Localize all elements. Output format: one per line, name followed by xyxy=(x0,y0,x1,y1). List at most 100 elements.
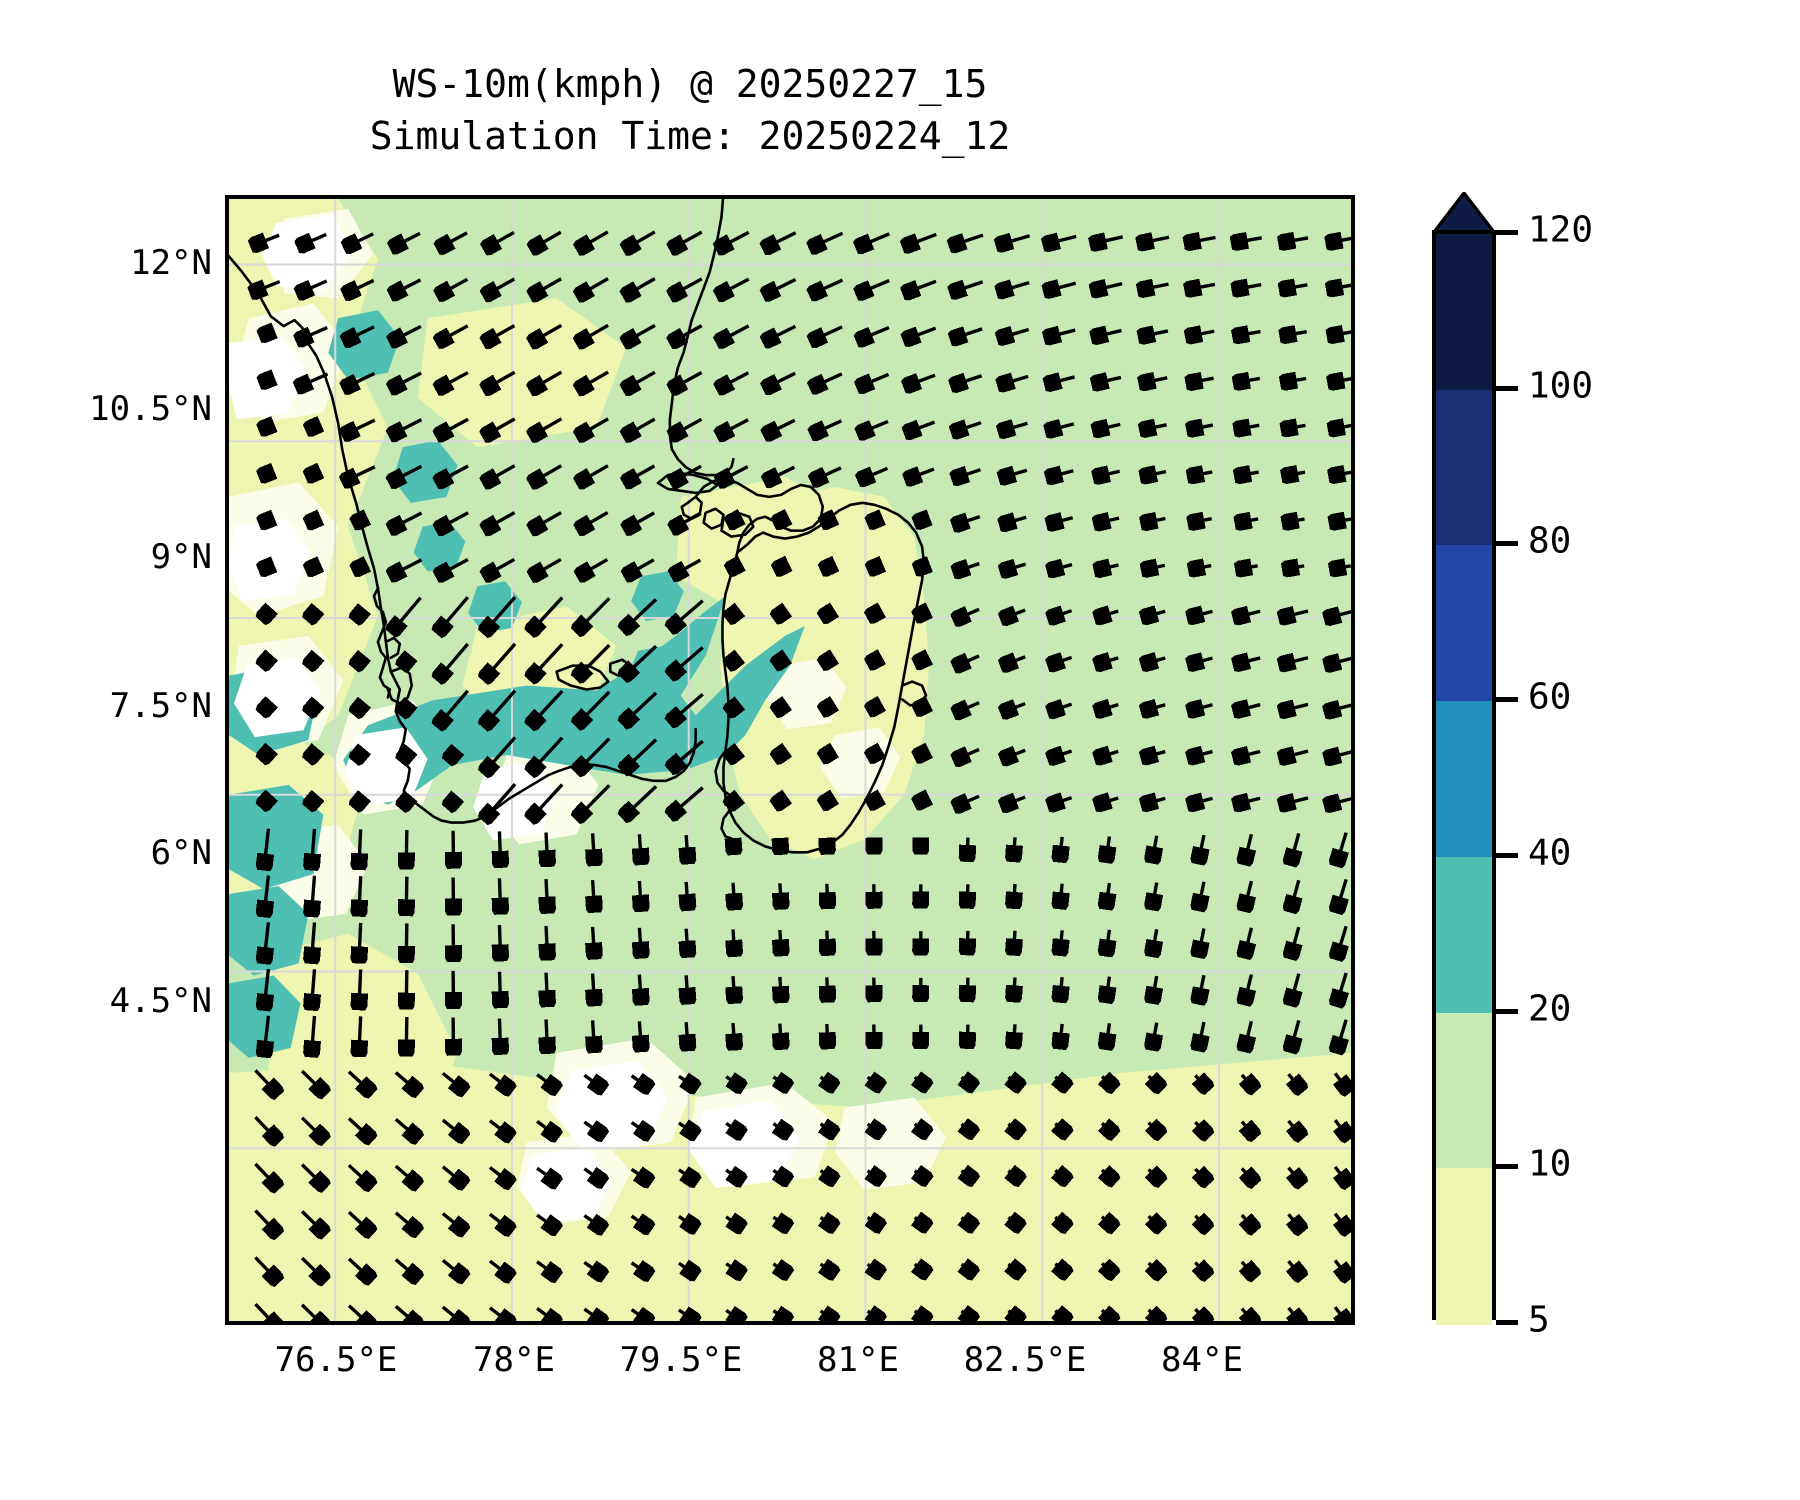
ytick-label-75n: 7.5°N xyxy=(109,686,212,726)
wind-arrow xyxy=(1285,472,1306,476)
wind-arrow xyxy=(254,1069,277,1093)
wind-arrow xyxy=(1190,611,1213,617)
wind-arrow xyxy=(773,1217,787,1227)
wind-arrow xyxy=(1008,1124,1020,1133)
wind-arrow xyxy=(1008,1077,1020,1086)
wind-arrow xyxy=(578,690,611,724)
wind-arrow xyxy=(860,372,890,386)
wind-arrow xyxy=(1050,565,1073,571)
wind-arrow xyxy=(300,1163,324,1186)
wind-arrow xyxy=(578,643,611,677)
page-title: WS-10m(kmph) @ 20250227_15 Simulation Ti… xyxy=(0,58,1380,162)
wind-arrow xyxy=(533,230,562,248)
wind-arrow xyxy=(1289,1166,1302,1183)
wind-arrow xyxy=(299,326,328,340)
wind-arrow xyxy=(309,750,317,759)
wind-arrow xyxy=(1106,929,1109,953)
wind-arrow xyxy=(1149,1216,1161,1228)
wind-arrow xyxy=(956,564,980,572)
colorbar-tick-20 xyxy=(1496,1008,1518,1014)
wind-arrow xyxy=(719,277,750,295)
wind-arrow xyxy=(1055,1217,1067,1227)
wind-arrow xyxy=(1152,882,1156,907)
wind-arrow xyxy=(392,324,422,341)
wind-arrow xyxy=(356,609,364,619)
colorbar-label-120: 120 xyxy=(1528,209,1594,251)
wind-arrow xyxy=(1141,331,1169,337)
wind-arrow xyxy=(485,689,517,725)
wind-arrow xyxy=(536,1166,556,1182)
wind-arrow xyxy=(827,1024,828,1046)
wind-arrow xyxy=(719,230,750,248)
wind-arrow xyxy=(1055,1264,1067,1274)
wind-arrow xyxy=(870,612,878,616)
wind-arrow xyxy=(1141,284,1169,290)
wind-arrow xyxy=(917,799,924,803)
wind-arrow xyxy=(578,597,611,630)
wind-arrow xyxy=(441,1212,464,1231)
colorbar-label-60: 60 xyxy=(1528,676,1572,718)
wind-arrow xyxy=(1236,751,1261,757)
wind-arrow xyxy=(776,798,785,804)
wind-arrow xyxy=(1144,519,1166,523)
wind-arrow xyxy=(1000,376,1029,384)
colorbar[interactable]: 5 10 20 40 60 80 100 120 xyxy=(1432,192,1593,1341)
wind-arrow xyxy=(870,706,878,710)
wind-arrow xyxy=(626,370,656,389)
wind-arrow xyxy=(639,1021,641,1048)
wind-arrow xyxy=(1190,752,1213,758)
wind-arrow xyxy=(308,519,317,523)
wind-arrow xyxy=(394,1305,417,1321)
wind-arrow xyxy=(1149,1310,1161,1321)
wind-arrow xyxy=(859,326,890,340)
wind-arrow xyxy=(1337,1019,1346,1051)
wind-arrow xyxy=(967,1024,968,1046)
wind-arrow xyxy=(1245,880,1252,908)
wind-arrow xyxy=(1014,1024,1015,1045)
wind-arrow xyxy=(1095,377,1122,383)
wind-arrow xyxy=(917,519,925,522)
wind-arrow xyxy=(546,972,547,1004)
wind-arrow xyxy=(485,511,516,529)
wind-arrow xyxy=(486,557,516,575)
wind-arrow xyxy=(639,834,641,861)
wind-arrow xyxy=(532,323,563,342)
wind-arrow xyxy=(671,646,704,675)
wind-arrow xyxy=(626,230,656,249)
wind-arrow xyxy=(1242,1122,1254,1136)
wind-arrow xyxy=(915,1264,927,1273)
wind-arrow xyxy=(532,511,562,529)
title-line-2: Simulation Time: 20250224_12 xyxy=(369,114,1011,158)
wind-arrow xyxy=(1060,976,1062,999)
wind-arrow xyxy=(729,611,738,618)
wind-arrow xyxy=(813,372,843,387)
wind-arrow xyxy=(725,1123,741,1133)
wind-arrow xyxy=(406,970,407,1006)
wind-arrow xyxy=(812,278,844,294)
wind-arrow xyxy=(1289,1260,1302,1276)
wind-arrow xyxy=(347,1257,371,1279)
wind-arrow xyxy=(917,659,924,663)
wind-arrow xyxy=(1285,519,1305,522)
wind-arrow xyxy=(1140,237,1170,243)
map-plot-area[interactable] xyxy=(225,195,1355,1325)
wind-arrow xyxy=(1327,751,1351,758)
wind-arrow xyxy=(1236,611,1261,617)
wind-arrow xyxy=(962,1311,974,1321)
wind-arrow xyxy=(1245,1020,1252,1049)
wind-arrow xyxy=(309,425,318,429)
wind-arrow xyxy=(1282,751,1309,758)
wind-arrow xyxy=(999,236,1031,245)
wind-arrow xyxy=(439,511,469,529)
wind-arrow xyxy=(1282,611,1309,618)
wind-arrow xyxy=(359,1016,361,1053)
wind-arrow xyxy=(488,1212,510,1229)
wind-arrow xyxy=(1190,705,1213,711)
wind-arrow xyxy=(773,1170,787,1180)
wind-arrow xyxy=(671,786,704,815)
wind-arrow xyxy=(956,656,980,666)
wind-arrow xyxy=(1144,752,1166,758)
wind-arrow xyxy=(1335,1212,1348,1231)
wind-arrow xyxy=(593,880,595,909)
wind-arrow xyxy=(1199,834,1204,861)
